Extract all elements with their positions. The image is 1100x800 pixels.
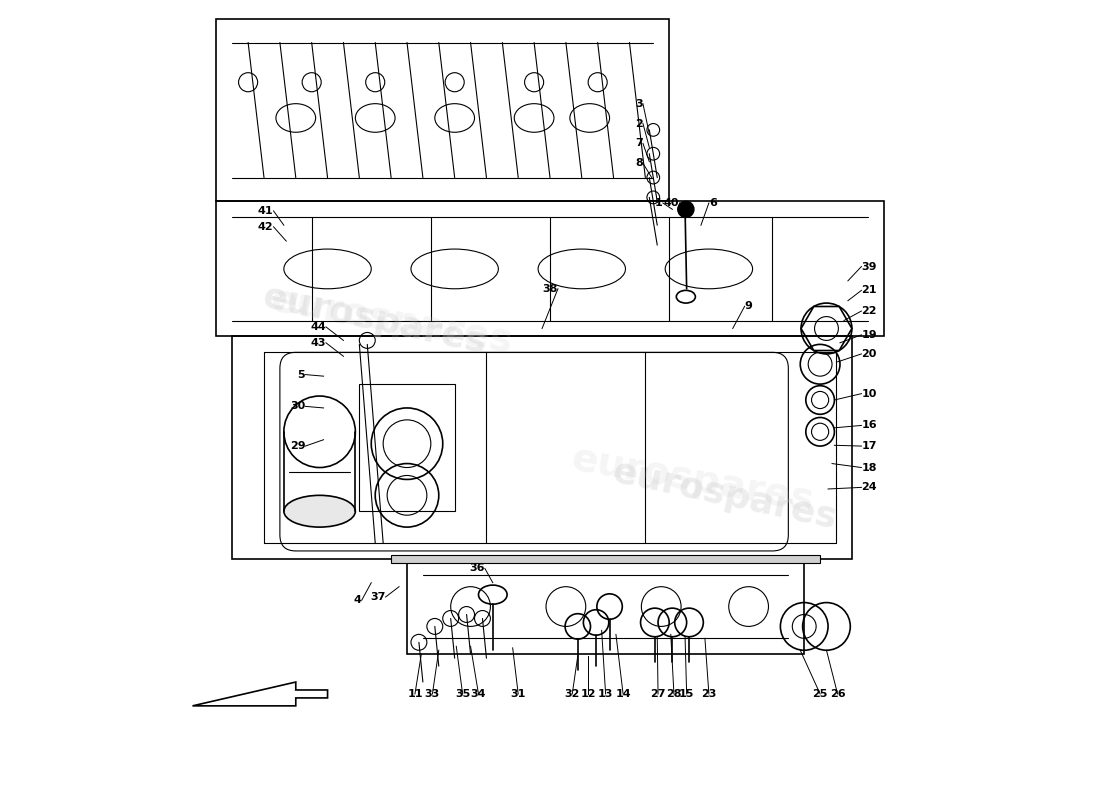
Text: 14: 14 [615, 689, 631, 699]
Text: 13: 13 [598, 689, 614, 699]
Text: 16: 16 [861, 421, 877, 430]
Ellipse shape [284, 495, 355, 527]
Text: 18: 18 [861, 462, 877, 473]
Text: eurospares: eurospares [569, 439, 817, 519]
Text: 36: 36 [470, 563, 485, 574]
Text: 22: 22 [861, 306, 877, 316]
Text: 10: 10 [861, 389, 877, 398]
Text: 4: 4 [354, 595, 362, 605]
Text: eurospares: eurospares [609, 455, 840, 536]
Text: 8: 8 [635, 158, 642, 168]
Text: 25: 25 [813, 689, 828, 699]
Text: 9: 9 [745, 302, 752, 311]
Text: 31: 31 [510, 689, 526, 699]
Text: 43: 43 [310, 338, 326, 348]
Text: 40: 40 [664, 198, 680, 208]
Text: 20: 20 [861, 349, 877, 359]
Text: 11: 11 [407, 689, 422, 699]
Text: 21: 21 [861, 286, 877, 295]
Text: 17: 17 [861, 441, 877, 451]
Text: 39: 39 [861, 262, 877, 271]
Text: 24: 24 [861, 482, 877, 492]
Text: 27: 27 [650, 689, 666, 699]
Text: 37: 37 [371, 592, 386, 602]
Text: 38: 38 [542, 284, 558, 294]
Text: eurospares: eurospares [260, 280, 491, 361]
Text: 6: 6 [708, 198, 717, 208]
Text: 5: 5 [298, 370, 306, 379]
Text: 26: 26 [829, 689, 846, 699]
Text: 12: 12 [581, 689, 596, 699]
Polygon shape [392, 555, 821, 563]
Text: 3: 3 [636, 98, 642, 109]
Text: 23: 23 [701, 689, 716, 699]
Text: 15: 15 [679, 689, 694, 699]
Text: 34: 34 [471, 689, 486, 699]
Text: 1: 1 [656, 198, 663, 208]
Text: 7: 7 [635, 138, 642, 148]
Text: 28: 28 [667, 689, 682, 699]
Text: 44: 44 [310, 322, 326, 332]
Text: 42: 42 [257, 222, 274, 232]
Text: 32: 32 [564, 689, 580, 699]
Text: 29: 29 [289, 441, 306, 451]
Text: 30: 30 [290, 402, 306, 411]
Text: 2: 2 [635, 118, 642, 129]
Text: 41: 41 [257, 206, 274, 216]
Polygon shape [192, 682, 328, 706]
Text: 19: 19 [861, 330, 877, 340]
Text: 33: 33 [425, 689, 440, 699]
Text: 35: 35 [455, 689, 470, 699]
Ellipse shape [678, 202, 694, 218]
Text: eurospares: eurospares [267, 281, 515, 361]
